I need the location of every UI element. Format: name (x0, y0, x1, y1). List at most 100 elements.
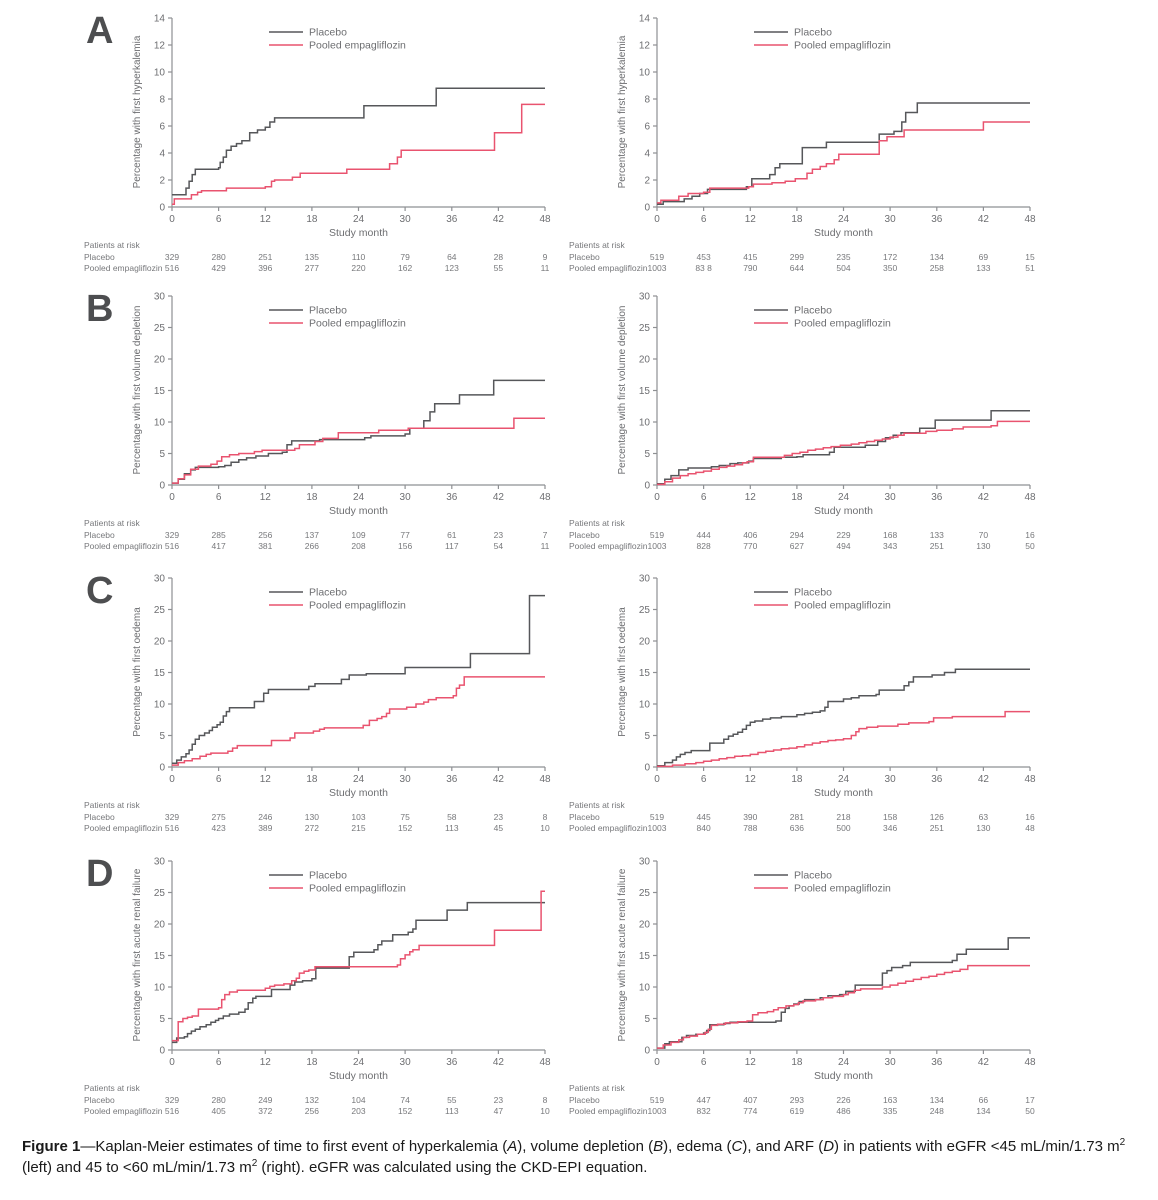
risk-value: 137 (305, 530, 319, 540)
risk-value: 163 (883, 1095, 897, 1105)
risk-value: 8 (543, 1095, 548, 1105)
caption-segment: (left) and 45 to <60 mL/min/1.73 m (22, 1159, 252, 1176)
risk-header: Patients at risk (569, 240, 625, 250)
svg-text:10: 10 (639, 983, 651, 994)
svg-text:18: 18 (306, 492, 318, 503)
risk-value: 405 (212, 1106, 226, 1116)
legend-label: Placebo (794, 27, 832, 39)
risk-value: 75 (400, 812, 410, 822)
svg-text:48: 48 (1024, 492, 1036, 503)
risk-value: 329 (165, 812, 179, 822)
risk-value: 9 (543, 252, 548, 262)
svg-text:12: 12 (154, 41, 166, 52)
y-axis-label: Percentage with first oedema (617, 607, 628, 737)
svg-text:0: 0 (654, 1057, 660, 1068)
risk-value: 74 (400, 1095, 410, 1105)
svg-text:12: 12 (745, 214, 757, 225)
svg-text:6: 6 (701, 214, 707, 225)
caption-segment: Figure 1 (22, 1138, 81, 1155)
svg-text:36: 36 (931, 492, 943, 503)
risk-value: 103 (351, 812, 365, 822)
risk-value: 172 (883, 252, 897, 262)
svg-text:10: 10 (639, 68, 651, 79)
svg-text:30: 30 (154, 857, 166, 868)
svg-text:30: 30 (400, 774, 412, 785)
svg-text:25: 25 (154, 605, 166, 616)
risk-value: 55 (447, 1095, 457, 1105)
caption-segment: ) in patients with eGFR <45 mL/min/1.73 … (834, 1138, 1120, 1155)
risk-value: 285 (212, 530, 226, 540)
risk-value: 130 (976, 541, 990, 551)
risk-value: 23 (494, 530, 504, 540)
svg-text:30: 30 (885, 214, 897, 225)
risk-value: 50 (1025, 541, 1035, 551)
caption-segment: ), edema ( (663, 1138, 732, 1155)
svg-text:24: 24 (838, 492, 850, 503)
risk-value: 329 (165, 252, 179, 262)
panel-letter-b: B (86, 288, 114, 330)
risk-value: 8 (543, 812, 548, 822)
y-axis-label: Percentage with first acute renal failur… (132, 868, 143, 1041)
x-axis-label: Study month (814, 505, 873, 517)
svg-text:12: 12 (260, 774, 272, 785)
svg-text:42: 42 (493, 492, 505, 503)
svg-text:0: 0 (159, 481, 165, 492)
risk-value: 23 (494, 812, 504, 822)
svg-text:24: 24 (353, 214, 365, 225)
km-chart-b-right: 0 5 10 15 20 25 30 0 6 12 18 24 30 36 42 48 Percentage w… (567, 288, 1062, 566)
svg-text:30: 30 (639, 857, 651, 868)
km-curve (657, 409, 1030, 485)
svg-text:14: 14 (639, 14, 651, 25)
risk-value: 1003 (648, 263, 667, 273)
svg-text:25: 25 (154, 888, 166, 899)
risk-value: 790 (743, 263, 757, 273)
svg-text:5: 5 (159, 449, 165, 460)
x-axis-label: Study month (814, 1070, 873, 1082)
risk-value: 828 (697, 541, 711, 551)
risk-value: 346 (883, 823, 897, 833)
x-axis-label: Study month (329, 227, 388, 239)
risk-value: 335 (883, 1106, 897, 1116)
caption-segment: 2 (251, 1158, 258, 1169)
svg-text:6: 6 (644, 122, 650, 133)
svg-text:10: 10 (154, 983, 166, 994)
km-curve (172, 901, 545, 1044)
km-curve (657, 937, 1030, 1049)
svg-text:15: 15 (154, 951, 166, 962)
legend-label: Pooled empagliflozin (794, 318, 891, 330)
risk-row-label: Placebo (569, 530, 600, 540)
km-plot: 0 5 10 15 20 25 30 0 6 12 18 24 30 36 42 48 Percentage w… (569, 574, 1036, 834)
svg-text:42: 42 (978, 214, 990, 225)
km-chart-d-left: 0 5 10 15 20 25 30 0 6 12 18 24 30 36 42 48 Percentage w… (82, 853, 577, 1131)
risk-value: 162 (398, 263, 412, 273)
risk-value: 774 (743, 1106, 757, 1116)
risk-value: 23 (494, 1095, 504, 1105)
caption-segment: B (653, 1138, 664, 1155)
risk-value: 486 (836, 1106, 850, 1116)
svg-text:24: 24 (353, 492, 365, 503)
risk-value: 770 (743, 541, 757, 551)
risk-value: 79 (400, 252, 410, 262)
km-curve (657, 420, 1030, 486)
km-chart-d-right: 0 5 10 15 20 25 30 0 6 12 18 24 30 36 42 48 Percentage w… (567, 853, 1062, 1131)
risk-row-label: Pooled empagliflozin (569, 1106, 648, 1116)
svg-text:0: 0 (159, 763, 165, 774)
risk-value: 272 (305, 823, 319, 833)
panel-letter-a: A (86, 10, 114, 52)
svg-text:25: 25 (639, 605, 651, 616)
svg-text:24: 24 (353, 774, 365, 785)
svg-text:24: 24 (838, 774, 850, 785)
risk-header: Patients at risk (569, 518, 625, 528)
svg-text:24: 24 (838, 214, 850, 225)
svg-text:36: 36 (446, 214, 458, 225)
risk-value: 429 (212, 263, 226, 273)
x-axis-label: Study month (814, 227, 873, 239)
risk-value: 132 (305, 1095, 319, 1105)
legend-label: Placebo (794, 305, 832, 317)
risk-value: 215 (351, 823, 365, 833)
risk-value: 158 (883, 812, 897, 822)
risk-value: 500 (836, 823, 850, 833)
svg-text:0: 0 (169, 1057, 175, 1068)
risk-row-label: Placebo (84, 252, 115, 262)
risk-value: 55 (494, 263, 504, 273)
